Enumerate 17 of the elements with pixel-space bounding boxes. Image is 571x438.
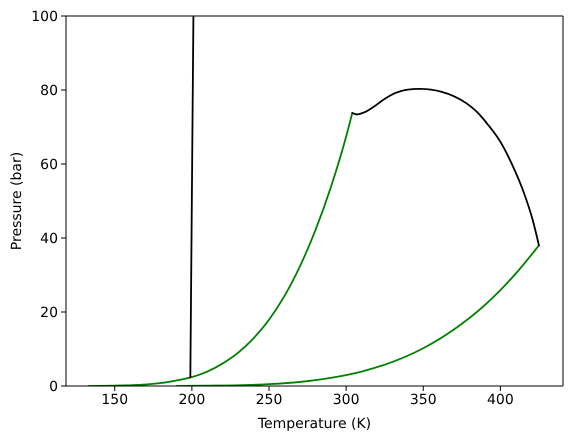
y-tick-label: 60 bbox=[40, 156, 58, 173]
y-tick-label: 0 bbox=[49, 378, 58, 395]
line-series bbox=[351, 88, 540, 246]
y-tick-label: 20 bbox=[40, 304, 58, 321]
y-axis-title: Pressure (bar) bbox=[9, 152, 25, 250]
line-series bbox=[176, 244, 540, 386]
y-tick-label: 40 bbox=[40, 230, 58, 247]
y-tick-label: 80 bbox=[40, 82, 58, 99]
x-axis-title: Temperature (K) bbox=[256, 416, 372, 432]
x-tick-label: 250 bbox=[256, 392, 282, 408]
x-tick-label: 150 bbox=[101, 392, 128, 408]
x-tick-label: 300 bbox=[332, 392, 360, 408]
line-series bbox=[88, 112, 354, 386]
x-tick-label: 350 bbox=[410, 392, 437, 408]
x-tick-label: 400 bbox=[487, 392, 514, 408]
x-tick-label: 200 bbox=[178, 392, 206, 408]
y-tick-label: 100 bbox=[31, 8, 58, 25]
